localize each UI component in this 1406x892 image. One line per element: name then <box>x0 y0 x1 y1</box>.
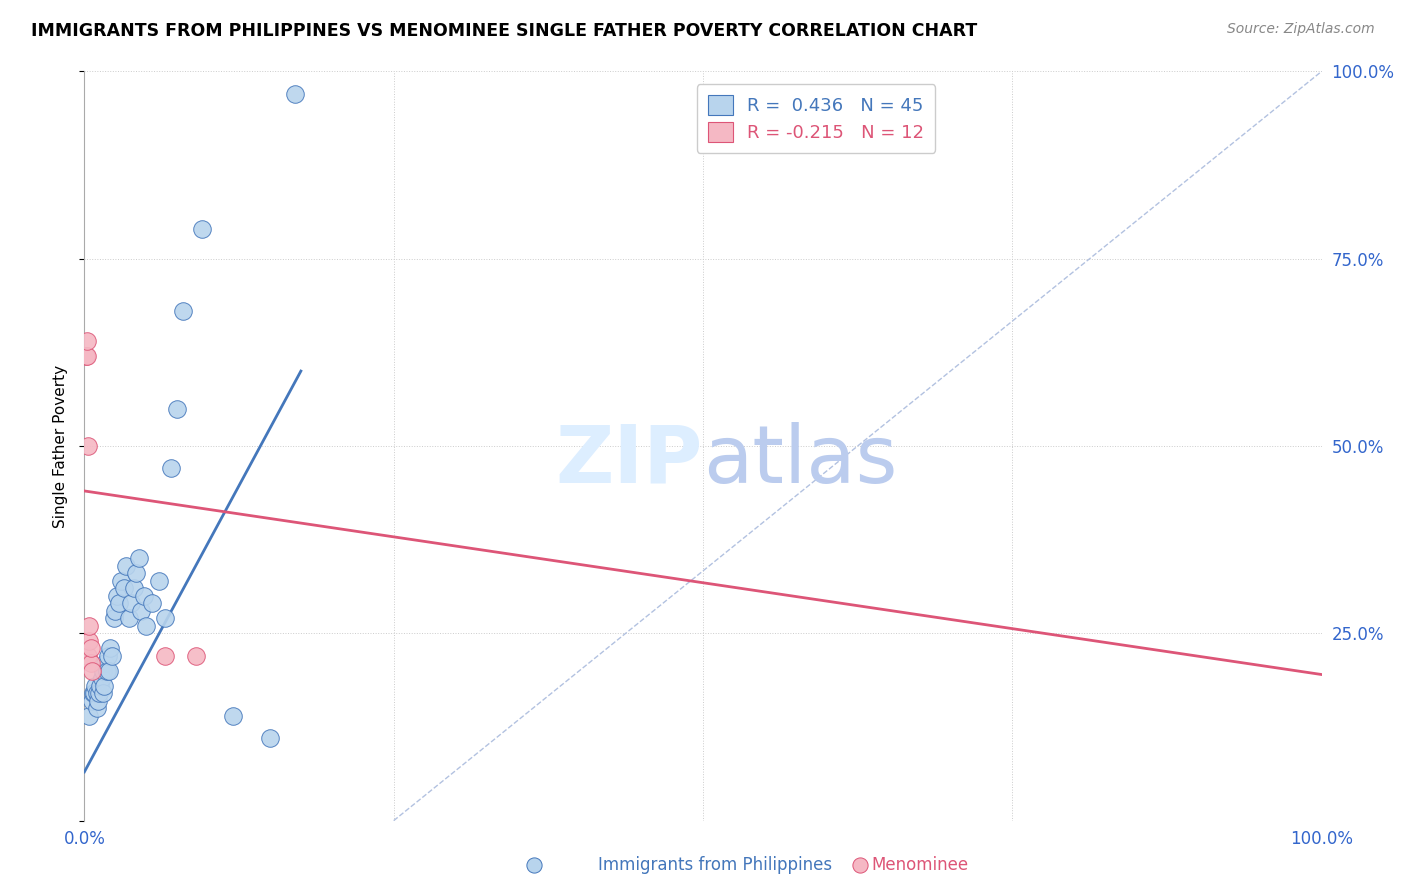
Point <box>160 461 183 475</box>
Text: ZIP: ZIP <box>555 422 703 500</box>
Point <box>172 304 194 318</box>
Point <box>89 686 111 700</box>
Point <box>86 686 108 700</box>
Point <box>222 708 245 723</box>
Text: Immigrants from Philippines: Immigrants from Philippines <box>598 856 832 874</box>
Point <box>115 558 138 573</box>
Point <box>153 611 176 625</box>
Point <box>94 657 117 671</box>
Point <box>79 708 101 723</box>
Point <box>105 589 128 603</box>
Point <box>80 664 103 678</box>
Point <box>104 604 127 618</box>
Point <box>80 694 103 708</box>
Point <box>128 551 150 566</box>
Point <box>90 671 112 685</box>
Point <box>110 574 132 588</box>
Point <box>108 596 131 610</box>
Point <box>89 679 111 693</box>
Point <box>523 858 546 872</box>
Point <box>153 648 176 663</box>
Text: IMMIGRANTS FROM PHILIPPINES VS MENOMINEE SINGLE FATHER POVERTY CORRELATION CHART: IMMIGRANTS FROM PHILIPPINES VS MENOMINEE… <box>31 22 977 40</box>
Text: atlas: atlas <box>703 422 897 500</box>
Point <box>118 611 141 625</box>
Point <box>79 641 101 656</box>
Text: Menominee: Menominee <box>872 856 969 874</box>
Point <box>84 679 107 693</box>
Point <box>82 686 104 700</box>
Point <box>284 87 307 101</box>
Point <box>120 596 142 610</box>
Point <box>87 694 110 708</box>
Point <box>166 401 188 416</box>
Point <box>184 648 207 663</box>
Point <box>112 582 135 596</box>
Point <box>79 633 101 648</box>
Point <box>135 619 157 633</box>
Point <box>259 731 281 746</box>
Text: Source: ZipAtlas.com: Source: ZipAtlas.com <box>1227 22 1375 37</box>
Point <box>129 604 152 618</box>
Point <box>91 664 114 678</box>
Point <box>83 686 105 700</box>
Point <box>132 589 155 603</box>
Legend: R =  0.436   N = 45, R = -0.215   N = 12: R = 0.436 N = 45, R = -0.215 N = 12 <box>697 84 935 153</box>
Point <box>96 664 118 678</box>
Point <box>75 349 97 363</box>
Point <box>849 858 872 872</box>
Point <box>100 648 122 663</box>
Point <box>91 686 114 700</box>
Point <box>98 641 121 656</box>
Y-axis label: Single Father Poverty: Single Father Poverty <box>53 365 69 527</box>
Point <box>76 349 98 363</box>
Point <box>76 334 98 348</box>
Point <box>148 574 170 588</box>
Point <box>103 611 125 625</box>
Point <box>97 648 120 663</box>
Point <box>141 596 163 610</box>
Point <box>98 664 121 678</box>
Point <box>93 679 115 693</box>
Point <box>86 701 108 715</box>
Point <box>125 566 148 581</box>
Point <box>77 439 100 453</box>
Point <box>122 582 145 596</box>
Point <box>191 221 214 235</box>
Point <box>79 657 101 671</box>
Point <box>79 619 101 633</box>
Point <box>77 648 100 663</box>
